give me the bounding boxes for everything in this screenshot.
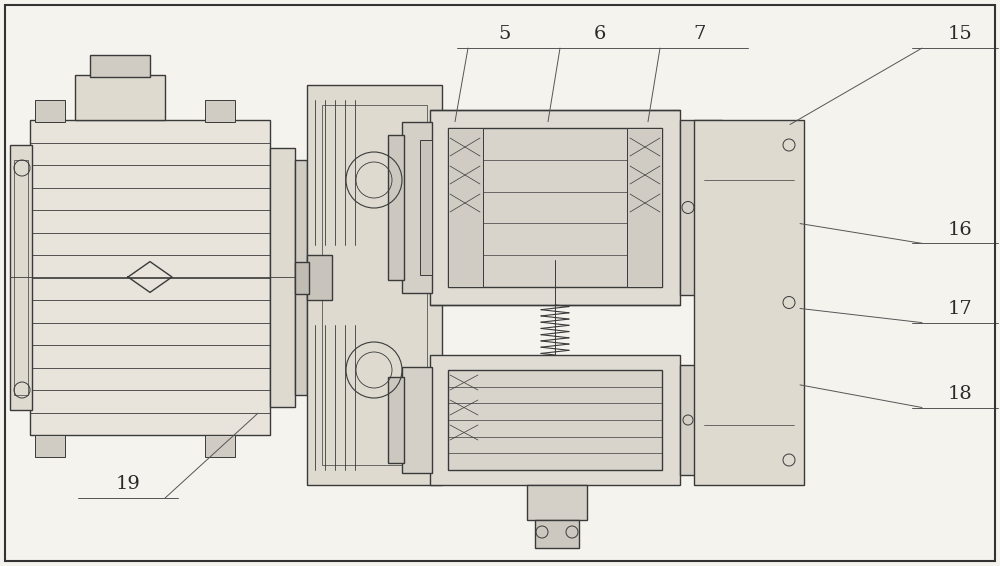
- Bar: [307, 85, 442, 485]
- Bar: [14, 160, 28, 395]
- Bar: [295, 262, 309, 294]
- Bar: [680, 120, 722, 295]
- Bar: [680, 365, 715, 475]
- Bar: [694, 120, 804, 485]
- Text: 16: 16: [948, 221, 972, 239]
- Bar: [715, 370, 733, 470]
- Bar: [535, 520, 579, 548]
- Bar: [90, 55, 150, 77]
- Text: 15: 15: [948, 25, 972, 44]
- Bar: [295, 160, 307, 395]
- Bar: [35, 435, 65, 457]
- Bar: [448, 128, 662, 287]
- Text: 6: 6: [594, 25, 606, 44]
- Text: 5: 5: [499, 25, 511, 44]
- Bar: [205, 100, 235, 122]
- Text: 19: 19: [116, 475, 140, 494]
- Bar: [430, 110, 680, 305]
- Bar: [402, 367, 432, 473]
- Bar: [270, 148, 295, 407]
- Bar: [30, 120, 270, 435]
- Bar: [402, 122, 432, 293]
- Bar: [430, 355, 680, 485]
- Bar: [307, 255, 332, 300]
- Bar: [527, 485, 587, 520]
- Bar: [420, 140, 432, 275]
- Bar: [75, 75, 165, 120]
- Text: 7: 7: [694, 25, 706, 44]
- Bar: [627, 128, 662, 287]
- Text: 18: 18: [948, 385, 972, 403]
- Bar: [205, 435, 235, 457]
- Bar: [388, 135, 404, 280]
- Bar: [448, 128, 483, 287]
- Bar: [388, 377, 404, 463]
- Text: 17: 17: [948, 300, 972, 318]
- Bar: [322, 105, 427, 465]
- Bar: [722, 128, 744, 287]
- Bar: [10, 145, 32, 410]
- Bar: [35, 100, 65, 122]
- Bar: [448, 370, 662, 470]
